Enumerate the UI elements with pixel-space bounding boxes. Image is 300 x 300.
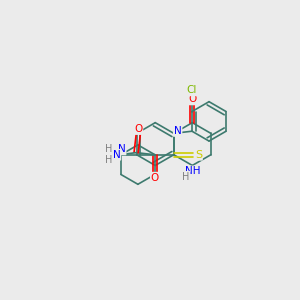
- Text: H: H: [105, 155, 112, 165]
- Text: O: O: [151, 173, 159, 183]
- Text: H: H: [182, 172, 190, 182]
- Text: O: O: [134, 124, 142, 134]
- Text: S: S: [195, 150, 202, 160]
- Text: H: H: [105, 144, 112, 154]
- Text: N: N: [118, 144, 126, 154]
- Text: O: O: [188, 94, 196, 104]
- Text: NH: NH: [185, 167, 201, 176]
- Text: N: N: [112, 150, 120, 160]
- Text: N: N: [174, 126, 182, 136]
- Text: Cl: Cl: [187, 85, 197, 95]
